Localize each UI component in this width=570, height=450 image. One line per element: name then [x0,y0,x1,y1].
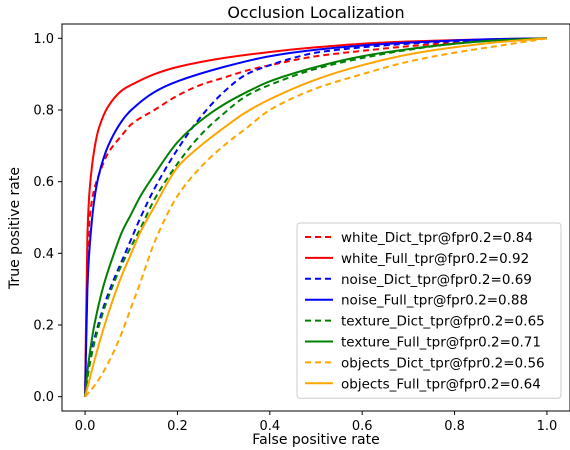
x-tick-label: 0.4 [259,419,280,434]
series-line-3 [84,37,547,397]
series-line-2 [84,37,547,397]
plot-area-border [61,23,570,412]
legend-label-8: objects_Full_tpr@fpr0.2=0.64 [341,376,541,392]
chart-title: Occlusion Localization [227,3,404,22]
legend: white_Dict_tpr@fpr0.2=0.84 white_Full_tpr… [296,222,562,399]
y-tick-label: 0.0 [33,390,54,405]
series-line-6 [84,37,547,397]
legend-label-7: objects_Dict_tpr@fpr0.2=0.56 [341,355,545,371]
y-axis-ticks: 0.0 0.2 0.4 0.6 0.8 1.0 [33,32,62,405]
legend-label-4: noise_Full_tpr@fpr0.2=0.88 [341,293,528,309]
x-tick-label: 0.6 [352,419,373,434]
series-lines [84,37,548,398]
legend-label-6: texture_Full_tpr@fpr0.2=0.71 [341,335,541,351]
series-line-1 [84,37,547,397]
plot-frame [61,23,570,412]
series-line-5 [84,37,547,397]
legend-label-5: texture_Dict_tpr@fpr0.2=0.65 [341,314,545,330]
legend-box [296,222,562,399]
series-line-8 [84,37,547,397]
y-axis-label: True positive rate [7,167,23,290]
x-tick-label: 0.2 [167,419,188,434]
x-axis-ticks: 0.0 0.2 0.4 0.6 0.8 1.0 [75,411,558,434]
y-tick-label: 0.6 [33,175,54,190]
legend-label-2: white_Full_tpr@fpr0.2=0.92 [341,251,529,267]
y-tick-label: 0.4 [33,247,54,262]
x-tick-label: 0.8 [444,419,465,434]
series-line-4 [84,37,547,397]
legend-label-1: white_Dict_tpr@fpr0.2=0.84 [341,230,533,246]
series-line-7 [84,37,548,398]
legend-label-3: noise_Dict_tpr@fpr0.2=0.69 [341,272,532,288]
y-tick-label: 1.0 [33,32,54,47]
x-axis-label: False positive rate [252,432,379,448]
x-tick-label: 1.0 [537,419,558,434]
y-tick-label: 0.2 [33,319,54,334]
y-tick-label: 0.8 [33,104,54,119]
x-tick-label: 0.0 [75,419,96,434]
